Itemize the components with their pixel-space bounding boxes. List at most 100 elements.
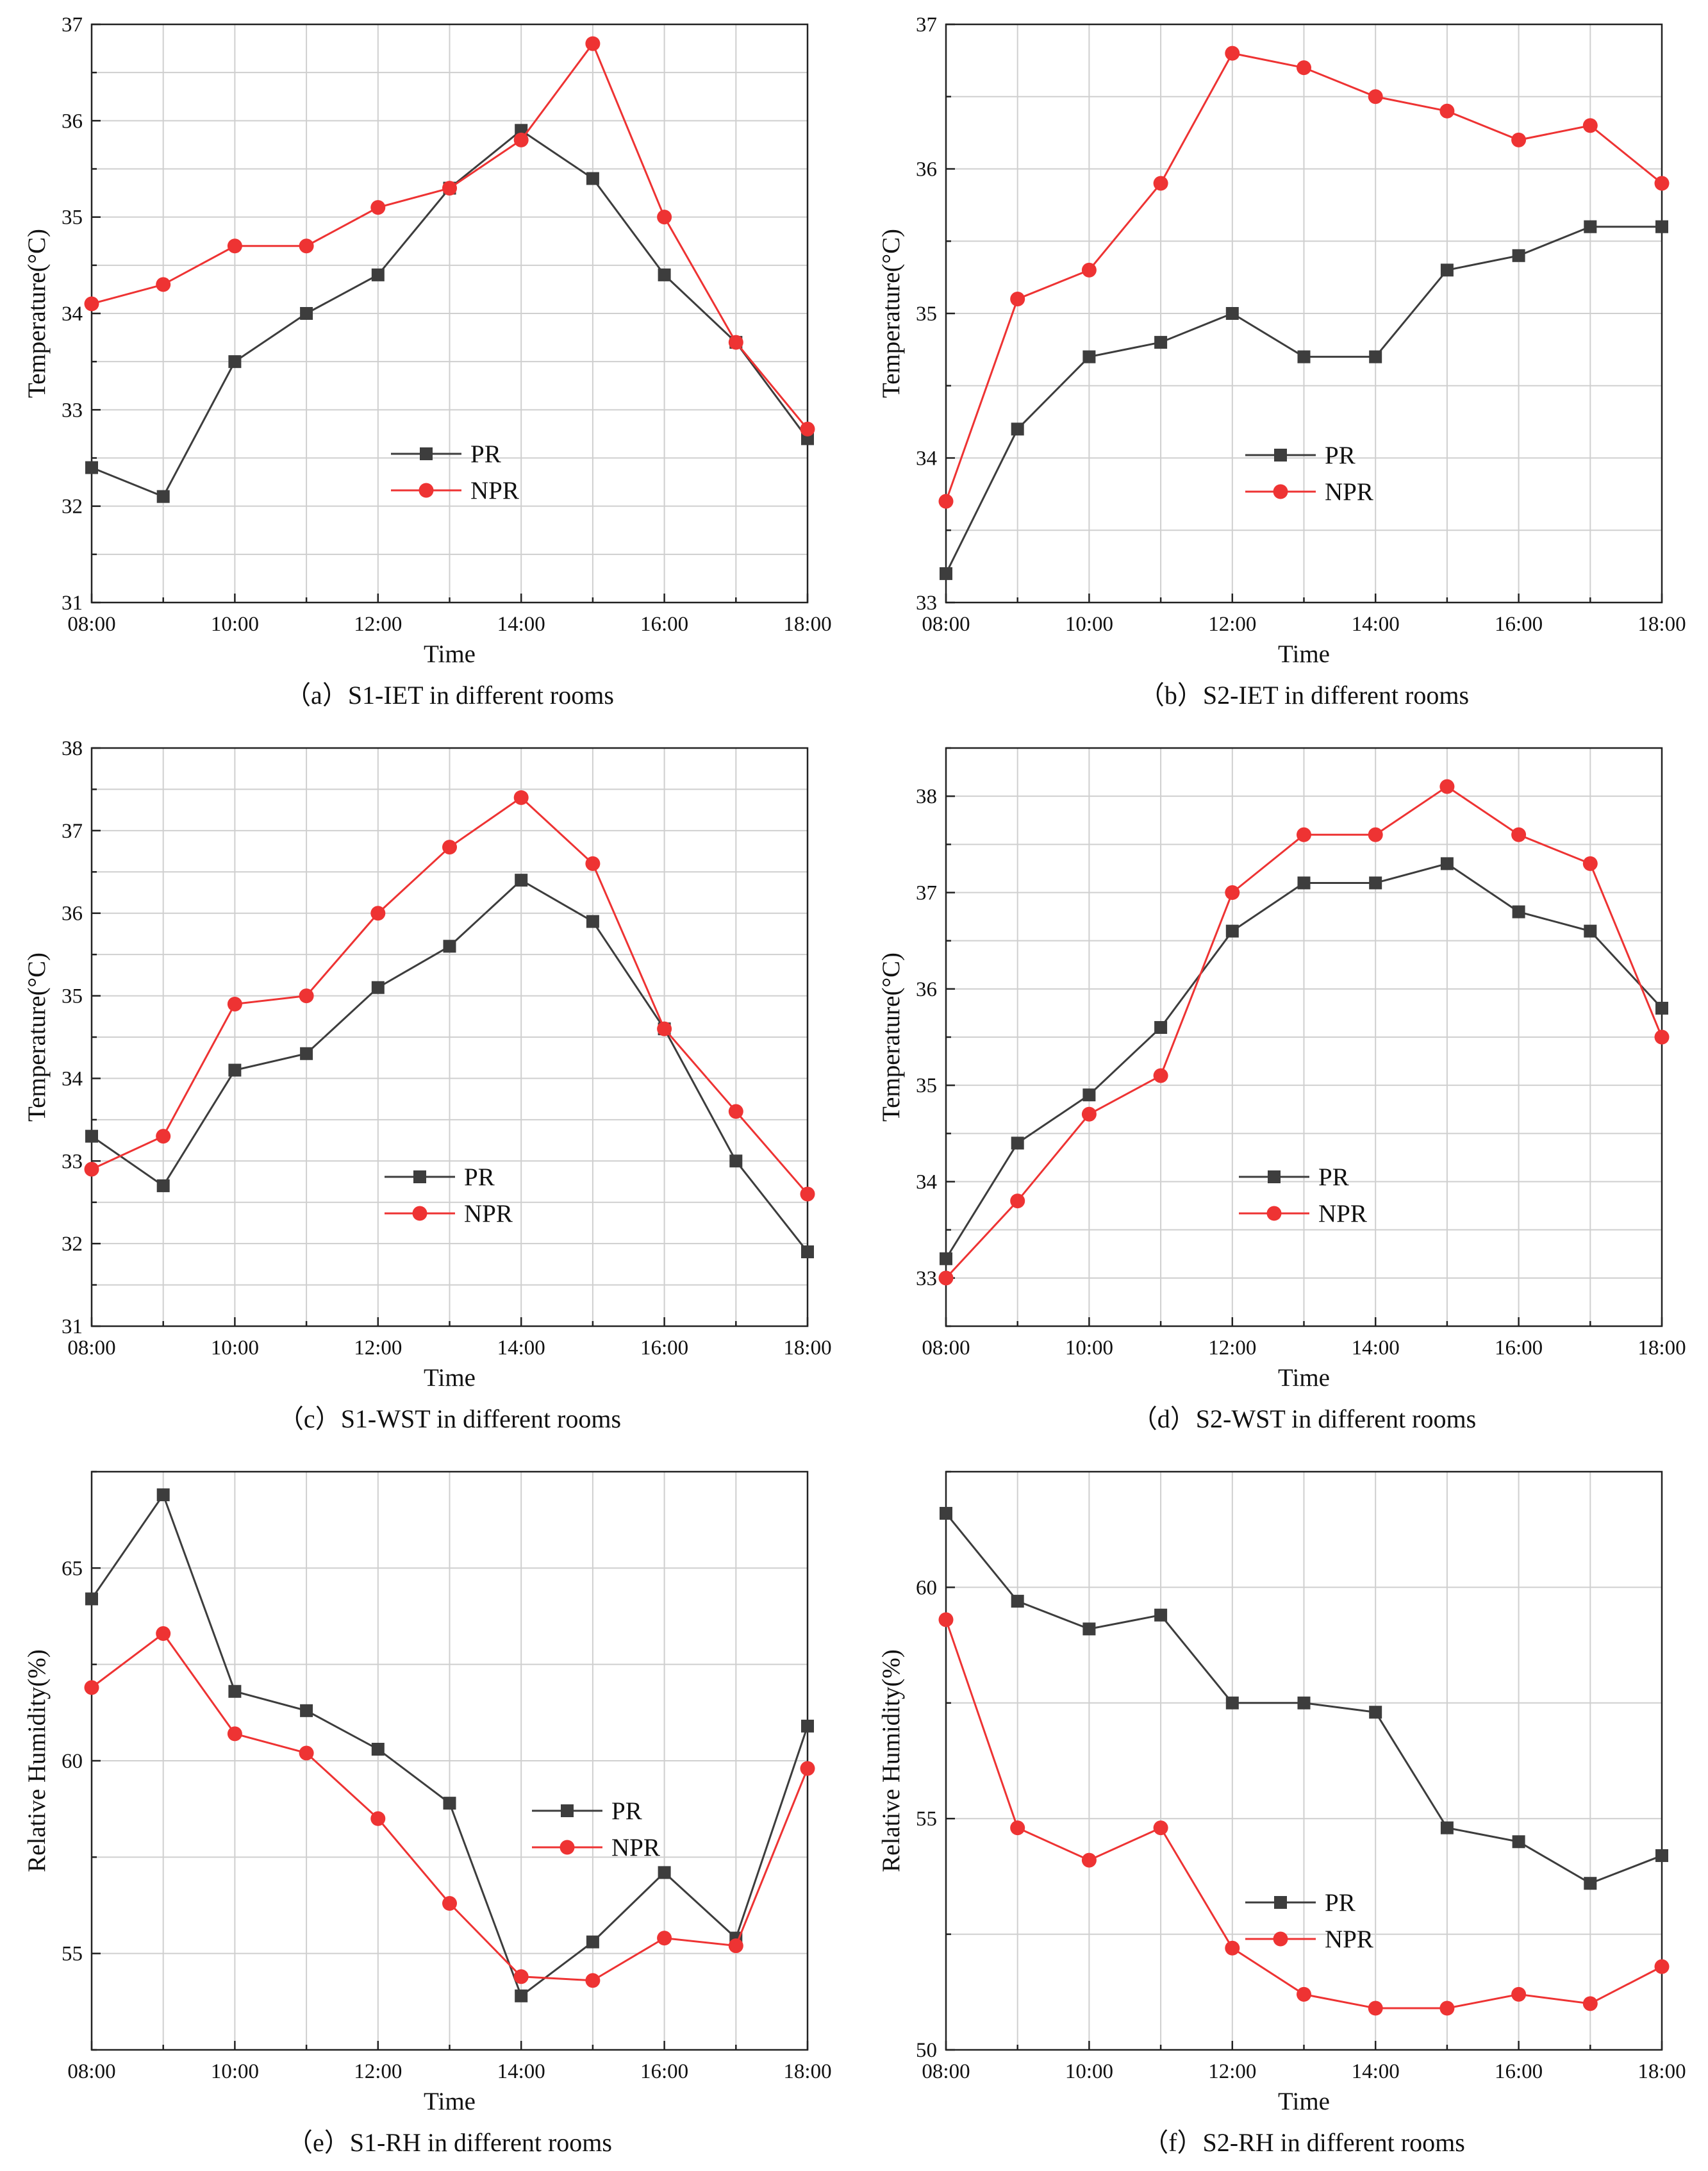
chart-f-legend-npr-swatch-marker bbox=[1273, 1931, 1288, 1947]
chart-e-series-npr-point bbox=[585, 1973, 601, 1988]
chart-b-series-npr-point bbox=[1439, 103, 1455, 119]
chart-e-svg: 55 60 65 08:00 10:00 12:00 14:00 16:00 18:00 Time… bbox=[23, 1470, 832, 2157]
chart-b-series-pr-point bbox=[1655, 220, 1668, 233]
chart-a-series-npr-point bbox=[370, 200, 386, 215]
chart-e-series-pr-point bbox=[586, 1935, 599, 1949]
chart-e-xtick-label: 18:00 bbox=[783, 2060, 831, 2083]
chart-e-series-pr-point bbox=[228, 1684, 242, 1698]
chart-f-series-pr-point bbox=[1584, 1877, 1597, 1890]
chart-d-svg: 33 34 35 36 37 38 08:00 10:00 12:00 14:00 16:00 18:… bbox=[877, 747, 1686, 1433]
chart-f-series-npr-point bbox=[1582, 1996, 1598, 2011]
chart-e-series-pr-point bbox=[443, 1797, 456, 1810]
chart-f-xlabel: Time bbox=[1278, 2088, 1330, 2115]
chart-c-series-npr-point bbox=[800, 1186, 815, 1202]
chart-a-series-npr-point bbox=[800, 421, 815, 437]
chart-c-series-pr-point bbox=[85, 1129, 98, 1143]
chart-b-series-npr-point bbox=[1511, 132, 1527, 147]
chart-b-ytick-label: 37 bbox=[916, 13, 937, 37]
chart-e-series-pr-point bbox=[371, 1742, 385, 1756]
chart-c-series-pr-point bbox=[801, 1245, 814, 1259]
chart-f-xtick-label: 16:00 bbox=[1495, 2060, 1543, 2083]
chart-d-legend-npr-label: NPR bbox=[1318, 1200, 1367, 1227]
chart-a-xtick-label: 18:00 bbox=[783, 613, 831, 636]
chart-f-xtick-label: 12:00 bbox=[1208, 2060, 1256, 2083]
chart-panel-b: 33 34 35 36 37 08:00 10:00 12:00 14:00 16:00 18:00… bbox=[854, 0, 1708, 724]
chart-d-legend-pr-label: PR bbox=[1318, 1163, 1349, 1191]
chart-e-series-pr-point bbox=[658, 1866, 671, 1879]
chart-e-xtick-label: 08:00 bbox=[67, 2060, 115, 2083]
chart-e-xtick-label: 14:00 bbox=[497, 2060, 545, 2083]
chart-d-ytick-label: 35 bbox=[916, 1074, 937, 1097]
chart-f-ytick-label: 60 bbox=[916, 1576, 937, 1599]
chart-c-svg: 31 32 33 34 35 36 37 38 08:00 10:00 12:00 14:00 16:0… bbox=[23, 737, 832, 1433]
chart-a-ytick-label: 36 bbox=[62, 110, 83, 133]
chart-b-legend-pr-label: PR bbox=[1325, 442, 1356, 469]
chart-d-series-pr-point bbox=[1584, 924, 1597, 938]
chart-d-xtick-label: 10:00 bbox=[1065, 1336, 1113, 1360]
chart-a-series-pr-point bbox=[371, 268, 385, 281]
chart-c-ytick-label: 37 bbox=[62, 820, 83, 843]
chart-a-legend-pr-label: PR bbox=[470, 440, 501, 468]
chart-f-series-npr-point bbox=[1153, 1820, 1168, 1836]
chart-c-ytick-label: 38 bbox=[62, 737, 83, 760]
chart-f-series-npr-point bbox=[1368, 2000, 1383, 2016]
chart-f-series-npr-point bbox=[1297, 1986, 1311, 2002]
chart-c-xtick-label: 08:00 bbox=[67, 1336, 115, 1360]
chart-f-series-pr-point bbox=[1011, 1595, 1024, 1608]
chart-e-ytick-label: 60 bbox=[62, 1750, 83, 1773]
chart-d-xtick-label: 18:00 bbox=[1638, 1336, 1686, 1360]
chart-c-series-npr-point bbox=[657, 1021, 672, 1036]
chart-c-xtick-label: 16:00 bbox=[640, 1336, 688, 1360]
chart-d-series-npr-point bbox=[1654, 1029, 1670, 1045]
chart-b-series-npr-point bbox=[1153, 176, 1168, 191]
chart-e-series-npr-point bbox=[728, 1938, 743, 1954]
chart-d-series-npr-point bbox=[1368, 827, 1383, 842]
chart-d-series-npr-point bbox=[1582, 856, 1598, 871]
chart-c-xtick-label: 12:00 bbox=[354, 1336, 402, 1360]
chart-a-series-pr-point bbox=[586, 172, 599, 185]
chart-c-xtick-label: 10:00 bbox=[211, 1336, 259, 1360]
chart-f-caption: （f）S2-RH in different rooms bbox=[1143, 2128, 1465, 2157]
chart-c-series-pr-point bbox=[443, 940, 456, 953]
chart-panel-f: 50 55 60 08:00 10:00 12:00 14:00 16:00 18:00 Time… bbox=[854, 1447, 1708, 2171]
chart-b-series-pr-point bbox=[1584, 220, 1597, 233]
chart-b-ytick-label: 36 bbox=[916, 158, 937, 181]
chart-f-series-pr-point bbox=[1440, 1821, 1454, 1834]
chart-c-ytick-label: 35 bbox=[62, 985, 83, 1008]
chart-b-ytick-label: 34 bbox=[916, 447, 937, 470]
chart-b-caption: （b）S2-IET in different rooms bbox=[1139, 681, 1469, 710]
chart-e-series-npr-point bbox=[657, 1931, 672, 1946]
chart-d-ytick-label: 37 bbox=[916, 882, 937, 905]
chart-f-series-npr-point bbox=[1010, 1820, 1025, 1836]
chart-b-xtick-label: 12:00 bbox=[1208, 613, 1256, 636]
chart-c-series-npr-point bbox=[585, 856, 601, 871]
chart-f-series-npr-point bbox=[1654, 1959, 1670, 1974]
chart-a-series-npr-point bbox=[299, 238, 314, 254]
chart-d-xtick-label: 12:00 bbox=[1208, 1336, 1256, 1360]
chart-a-ytick-label: 32 bbox=[62, 495, 83, 519]
chart-b-ytick-label: 33 bbox=[916, 592, 937, 615]
chart-a-legend-pr-swatch-marker bbox=[420, 447, 433, 460]
chart-e-xtick-label: 12:00 bbox=[354, 2060, 402, 2083]
chart-e-xtick-label: 10:00 bbox=[211, 2060, 259, 2083]
chart-panel-e: 55 60 65 08:00 10:00 12:00 14:00 16:00 18:00 Time… bbox=[0, 1447, 854, 2171]
chart-b-series-npr-point bbox=[1654, 176, 1670, 191]
chart-f-xtick-label: 10:00 bbox=[1065, 2060, 1113, 2083]
chart-b-xtick-label: 16:00 bbox=[1495, 613, 1543, 636]
chart-a-xtick-label: 08:00 bbox=[67, 613, 115, 636]
chart-b-series-npr-point bbox=[1368, 89, 1383, 104]
chart-c-series-pr-point bbox=[515, 874, 528, 887]
chart-c-series-npr-point bbox=[299, 988, 314, 1004]
chart-d-ylabel: Temperature(°C) bbox=[877, 952, 905, 1122]
chart-a-series-npr-point bbox=[657, 210, 672, 225]
chart-a-xtick-label: 16:00 bbox=[640, 613, 688, 636]
chart-e-series-npr-point bbox=[370, 1811, 386, 1826]
chart-d-series-npr-point bbox=[1511, 827, 1527, 842]
chart-f-series-pr-point bbox=[940, 1506, 952, 1520]
chart-a-legend-npr-swatch-marker bbox=[419, 483, 434, 498]
chart-d-xtick-label: 14:00 bbox=[1352, 1336, 1400, 1360]
chart-d-series-npr-point bbox=[1010, 1194, 1025, 1209]
chart-d-series-npr-point bbox=[1439, 779, 1455, 794]
chart-a-ytick-label: 37 bbox=[62, 13, 83, 37]
chart-e-ytick-label: 65 bbox=[62, 1557, 83, 1580]
